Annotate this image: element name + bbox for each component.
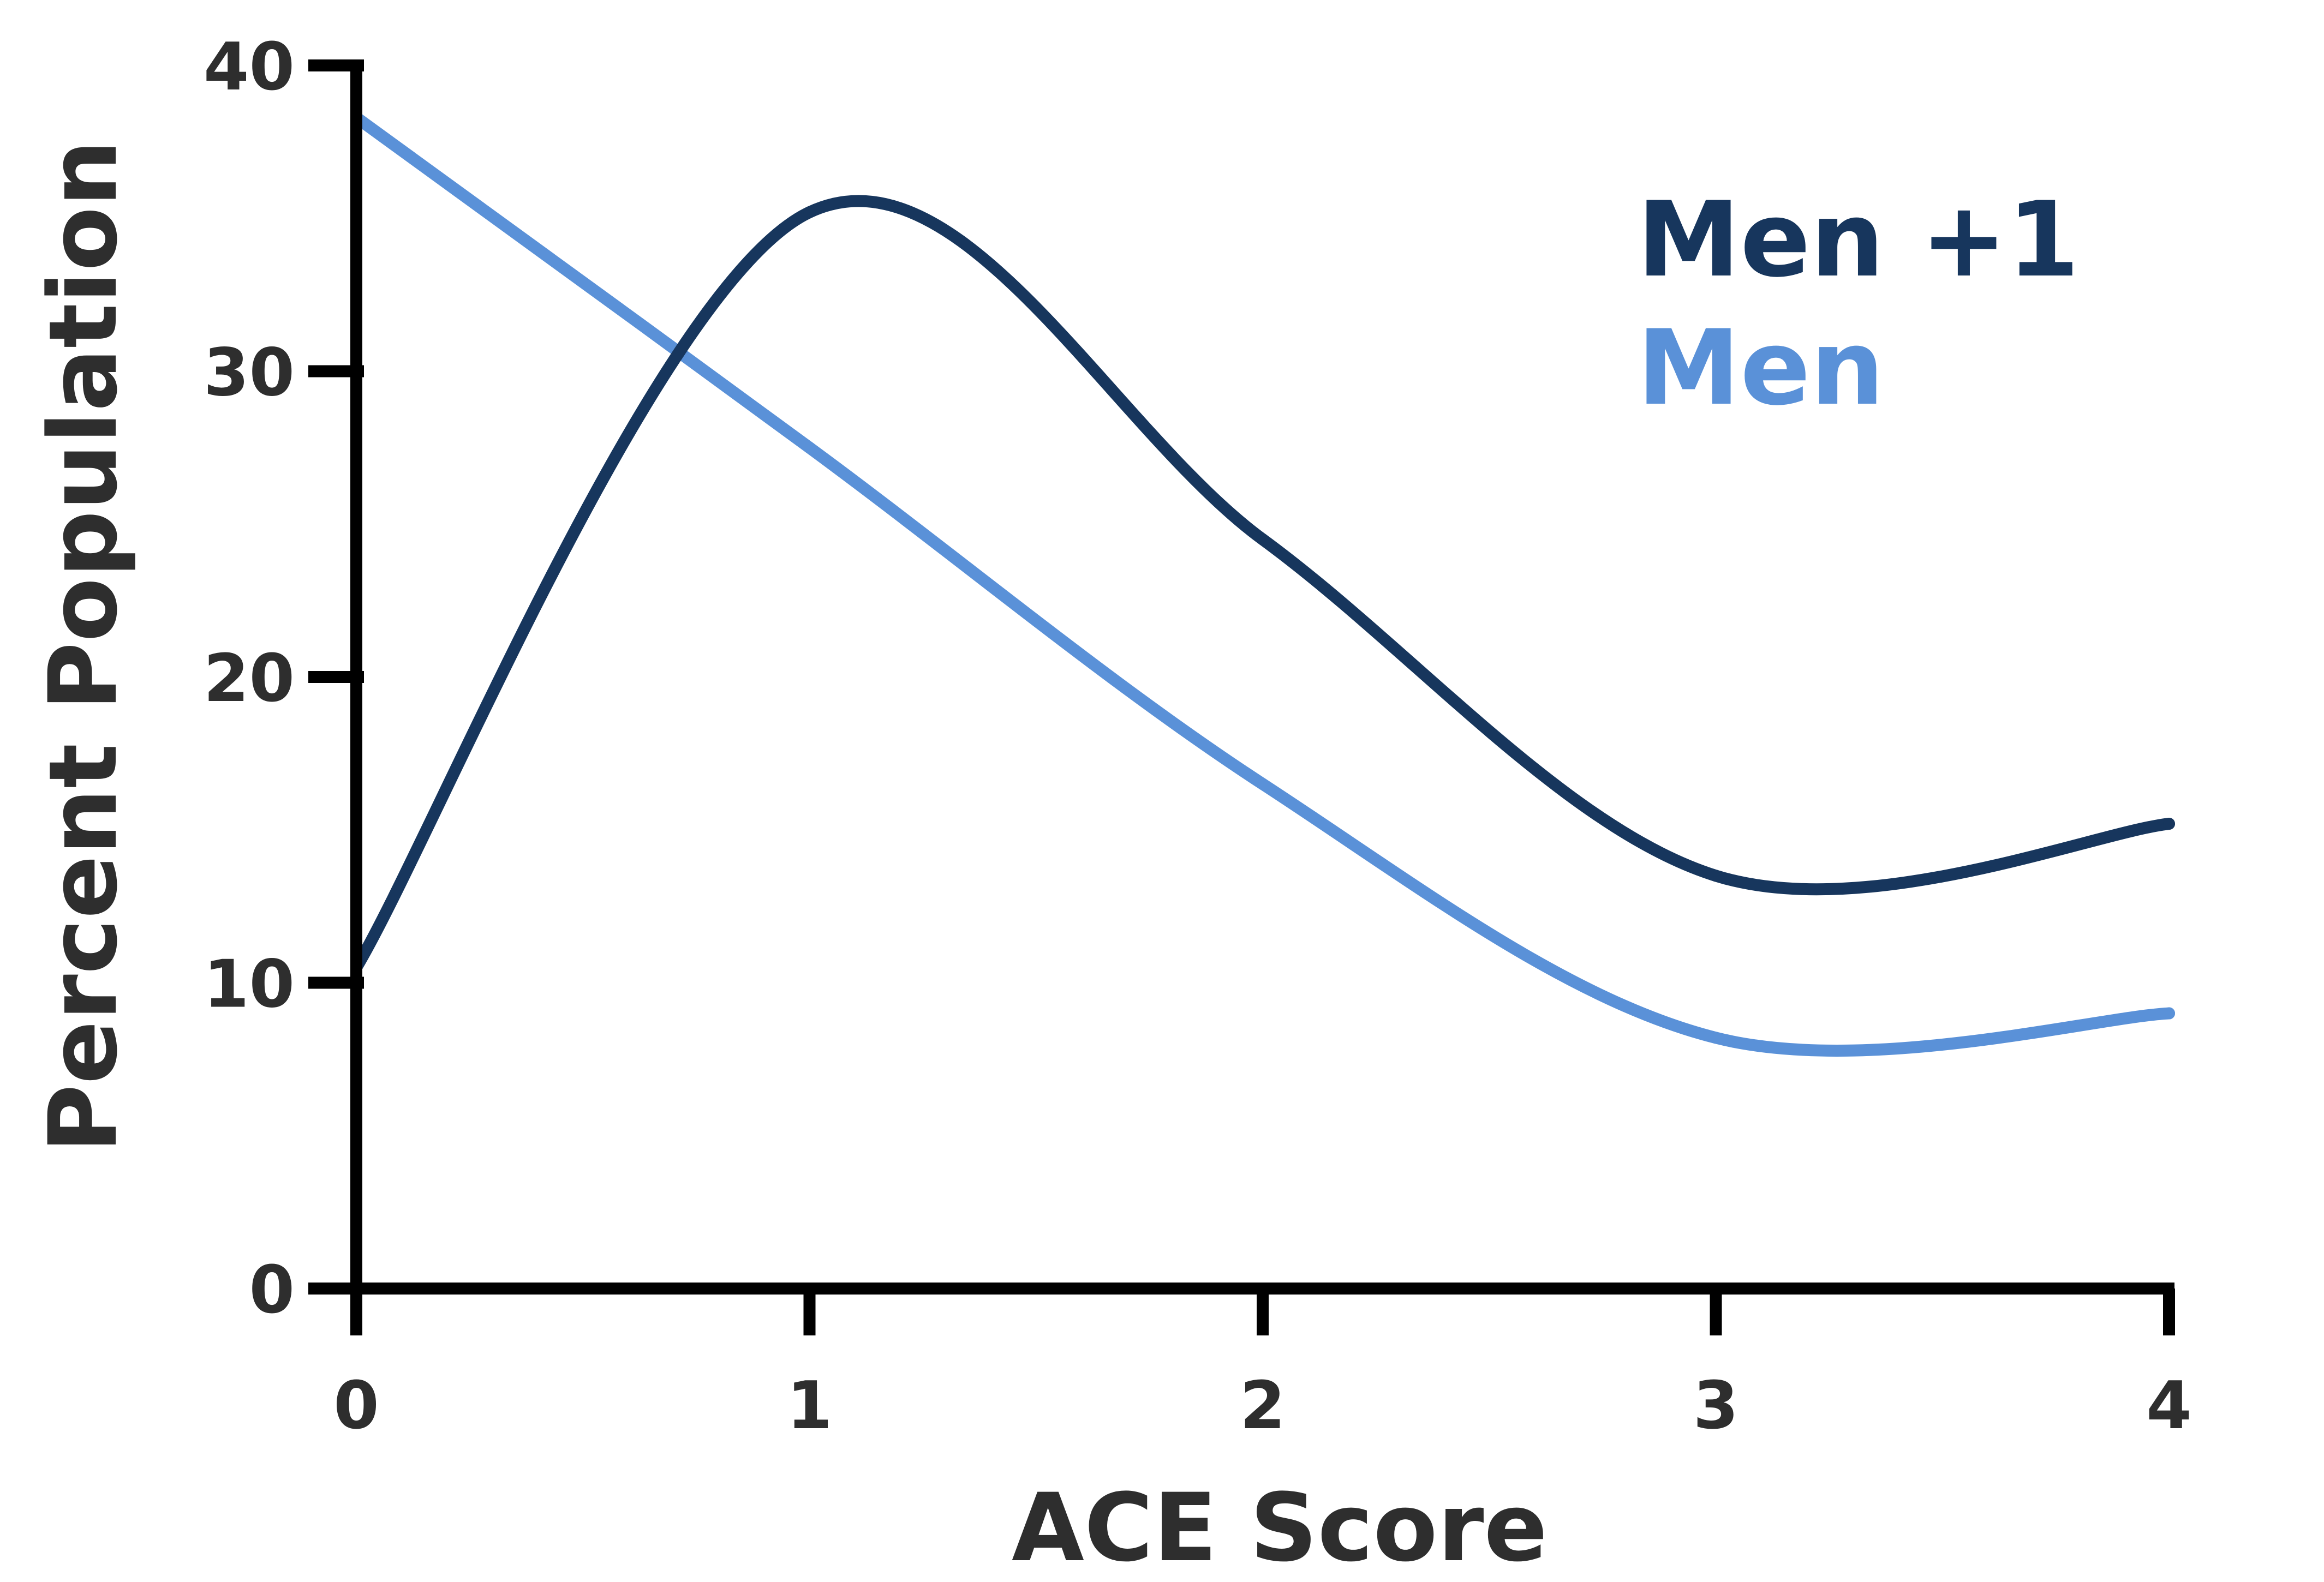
data-point-men-1-1 [803, 206, 816, 219]
y-tick-label-20: 20 [204, 641, 295, 717]
y-tick-label-30: 30 [204, 335, 295, 411]
data-point-men-1 [803, 441, 816, 454]
y-tick-label-0: 0 [249, 1253, 295, 1328]
series-line-men-1 [350, 195, 2175, 974]
data-point-men-1-4 [2163, 818, 2175, 830]
y-tick-label-10: 10 [204, 947, 295, 1023]
x-tick-label-2: 2 [1240, 1368, 1286, 1444]
x-tick-label-3: 3 [1693, 1368, 1739, 1444]
x-tick-label-4: 4 [2146, 1368, 2192, 1444]
x-axis-title: ACE Score [1012, 1473, 1548, 1582]
tick-labels: 0 10 20 30 40 0 1 2 3 4 [204, 29, 2192, 1444]
data-point-men-3 [1710, 1032, 1722, 1044]
tick-marks [308, 59, 2175, 1335]
data-point-men-1-3 [1710, 870, 1722, 882]
legend-label-men-1: Men +1 [1637, 179, 2080, 300]
x-tick-label-1: 1 [787, 1368, 833, 1444]
legend-label-men: Men [1637, 308, 1884, 428]
data-point-men-4 [2163, 1007, 2175, 1020]
y-axis-title: Percent Population [28, 140, 138, 1153]
series-line-men [350, 111, 2175, 1057]
y-tick-label-40: 40 [204, 29, 295, 105]
data-point-men-1-2 [1257, 533, 1269, 546]
data-point-men-2 [1257, 778, 1269, 790]
x-tick-label-0: 0 [333, 1368, 379, 1444]
